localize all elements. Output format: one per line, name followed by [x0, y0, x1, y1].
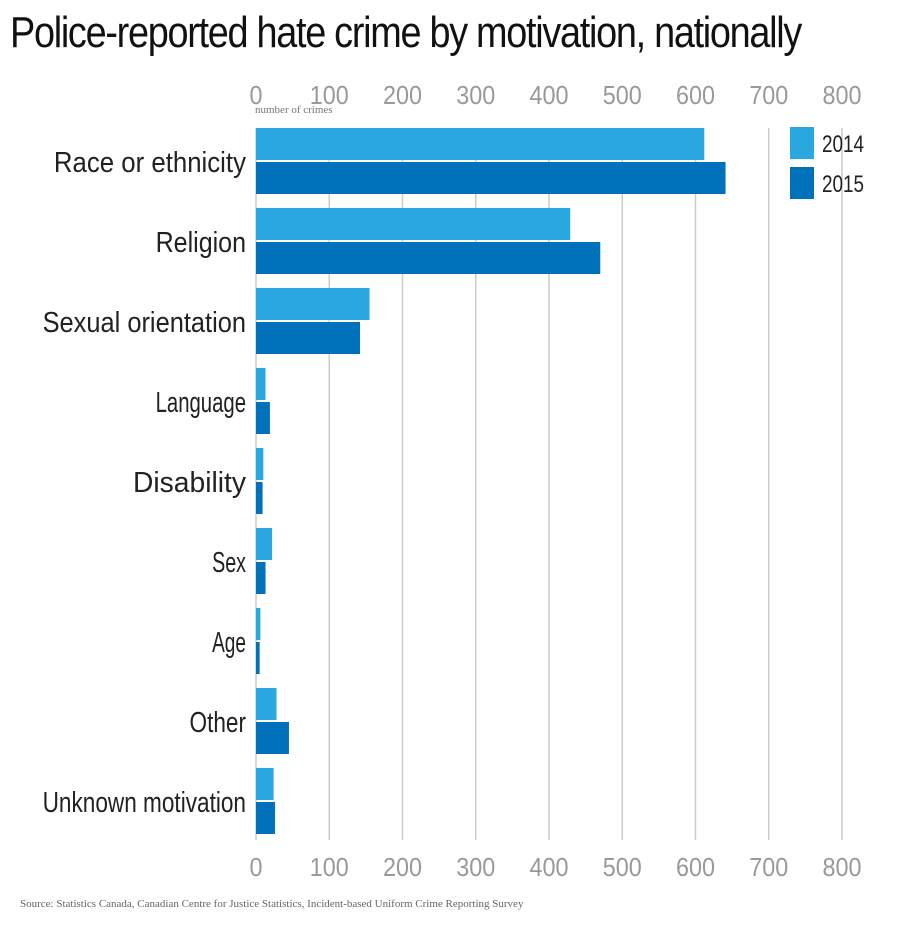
x-tick-label-top: 300	[456, 80, 495, 110]
category-label: Other	[190, 707, 247, 739]
category-label: Disability	[133, 467, 246, 499]
x-tick-label-bottom: 500	[603, 852, 642, 882]
x-tick-label-top: 200	[383, 80, 422, 110]
x-tick-label-bottom: 600	[676, 852, 715, 882]
bar-2015	[256, 162, 726, 194]
chart-title: Police-reported hate crime by motivation…	[10, 8, 802, 57]
bar-2014	[256, 768, 274, 800]
x-tick-label-top: 100	[310, 80, 349, 110]
legend-swatch-2014	[790, 127, 814, 159]
bar-2015	[256, 642, 260, 674]
source-note: Source: Statistics Canada, Canadian Cent…	[20, 898, 524, 910]
category-label: Age	[212, 627, 246, 659]
x-tick-label-bottom: 300	[456, 852, 495, 882]
legend-swatch-2015	[790, 167, 814, 199]
bar-2015	[256, 722, 289, 754]
category-label: Sexual orientation	[43, 307, 246, 339]
category-label: Religion	[156, 227, 246, 259]
bar-2014	[256, 368, 266, 400]
x-tick-label-top: 0	[250, 80, 263, 110]
category-label: Sex	[212, 547, 246, 579]
bar-2015	[256, 242, 601, 274]
x-tick-label-top: 800	[823, 80, 862, 110]
x-tick-label-top: 600	[676, 80, 715, 110]
bar-2015	[256, 562, 266, 594]
x-tick-label-top: 400	[530, 80, 569, 110]
bar-2015	[256, 322, 361, 354]
bar-2015	[256, 482, 263, 514]
bar-2015	[256, 802, 276, 834]
bar-2014	[256, 448, 264, 480]
x-tick-label-bottom: 0	[250, 852, 263, 882]
x-tick-label-bottom: 400	[530, 852, 569, 882]
x-tick-label-bottom: 800	[823, 852, 862, 882]
category-label: Language	[156, 387, 246, 419]
x-tick-label-bottom: 100	[310, 852, 349, 882]
x-tick-label-top: 500	[603, 80, 642, 110]
bar-2014	[256, 128, 705, 160]
bar-2014	[256, 288, 370, 320]
bar-2014	[256, 528, 273, 560]
legend-label-2015: 2015	[822, 171, 864, 198]
bar-2014	[256, 608, 261, 640]
x-tick-label-bottom: 700	[749, 852, 788, 882]
bar-2015	[256, 402, 270, 434]
x-tick-label-bottom: 200	[383, 852, 422, 882]
category-label: Unknown motivation	[43, 787, 246, 819]
x-tick-label-top: 700	[749, 80, 788, 110]
bar-2014	[256, 208, 571, 240]
legend-label-2014: 2014	[822, 131, 864, 158]
bar-2014	[256, 688, 277, 720]
category-label: Race or ethnicity	[54, 147, 247, 179]
x-axis-label: number of crimes	[255, 104, 333, 116]
